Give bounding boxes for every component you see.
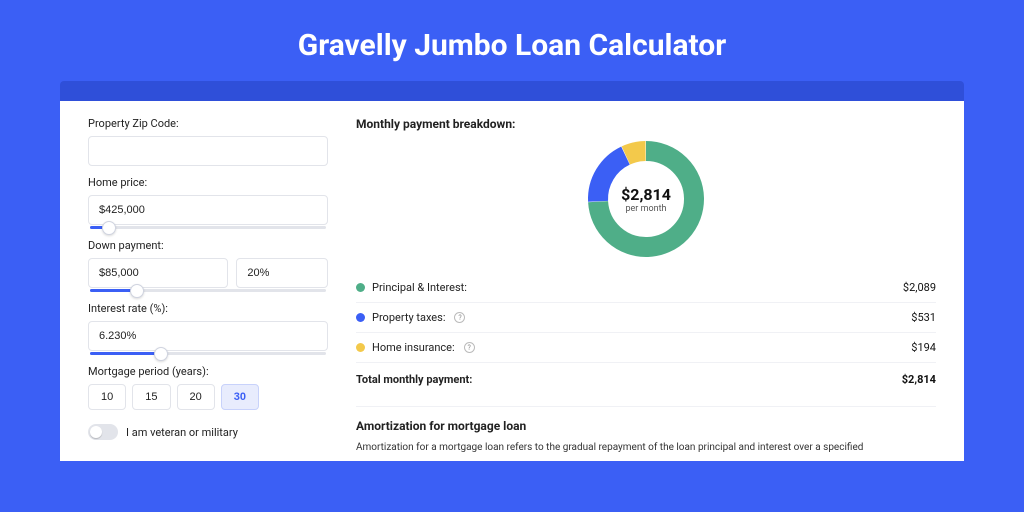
legend-value: $194 (911, 341, 936, 354)
donut-amount: $2,814 (621, 185, 671, 204)
legend-dot (356, 343, 365, 352)
interest-rate-label: Interest rate (%): (88, 302, 328, 315)
donut-chart-wrap: $2,814 per month (356, 139, 936, 259)
total-row: Total monthly payment: $2,814 (356, 363, 936, 394)
veteran-toggle[interactable] (88, 424, 118, 440)
interest-rate-slider[interactable] (90, 352, 326, 355)
home-price-input[interactable] (88, 195, 328, 225)
breakdown-title: Monthly payment breakdown: (356, 117, 936, 131)
amortization-text: Amortization for a mortgage loan refers … (356, 441, 936, 455)
legend-row: Home insurance:? $194 (356, 333, 936, 363)
total-label: Total monthly payment: (356, 373, 472, 386)
calculator-card: Property Zip Code: Home price: Down paym… (60, 101, 964, 461)
veteran-label: I am veteran or military (126, 426, 238, 439)
period-button-15[interactable]: 15 (132, 384, 170, 410)
info-icon[interactable]: ? (464, 342, 475, 353)
zip-input[interactable] (88, 136, 328, 166)
amortization-section: Amortization for mortgage loan Amortizat… (356, 406, 936, 455)
legend-label: Property taxes: (372, 311, 445, 324)
info-icon[interactable]: ? (454, 312, 465, 323)
down-payment-label: Down payment: (88, 239, 328, 252)
donut-chart: $2,814 per month (586, 139, 706, 259)
legend-value: $531 (911, 311, 936, 324)
down-payment-pct-input[interactable] (236, 258, 328, 288)
zip-label: Property Zip Code: (88, 117, 328, 130)
slider-thumb[interactable] (102, 221, 116, 235)
slider-thumb[interactable] (154, 347, 168, 361)
interest-rate-input[interactable] (88, 321, 328, 351)
period-button-30[interactable]: 30 (221, 384, 259, 410)
legend-label: Principal & Interest: (372, 281, 467, 294)
mortgage-period-options: 1015 2030 (88, 384, 328, 410)
down-payment-input[interactable] (88, 258, 228, 288)
legend-label: Home insurance: (372, 341, 455, 354)
form-column: Property Zip Code: Home price: Down paym… (88, 117, 328, 461)
breakdown-column: Monthly payment breakdown: $2,814 per mo… (356, 117, 936, 461)
down-payment-slider[interactable] (90, 289, 326, 292)
mortgage-period-label: Mortgage period (years): (88, 365, 328, 378)
amortization-title: Amortization for mortgage loan (356, 419, 936, 433)
home-price-slider[interactable] (90, 226, 326, 229)
period-button-10[interactable]: 10 (88, 384, 126, 410)
legend-row: Property taxes:? $531 (356, 303, 936, 333)
breakdown-legend: Principal & Interest: $2,089 Property taxe… (356, 273, 936, 363)
header-bar (60, 81, 964, 101)
legend-value: $2,089 (903, 281, 936, 294)
legend-dot (356, 283, 365, 292)
page-root: Gravelly Jumbo Loan Calculator Property … (0, 0, 1024, 512)
slider-thumb[interactable] (130, 284, 144, 298)
page-title: Gravelly Jumbo Loan Calculator (0, 0, 1024, 81)
period-button-20[interactable]: 20 (177, 384, 215, 410)
legend-dot (356, 313, 365, 322)
total-value: $2,814 (902, 373, 936, 386)
donut-sublabel: per month (625, 204, 666, 214)
toggle-knob (90, 426, 102, 438)
home-price-label: Home price: (88, 176, 328, 189)
legend-row: Principal & Interest: $2,089 (356, 273, 936, 303)
